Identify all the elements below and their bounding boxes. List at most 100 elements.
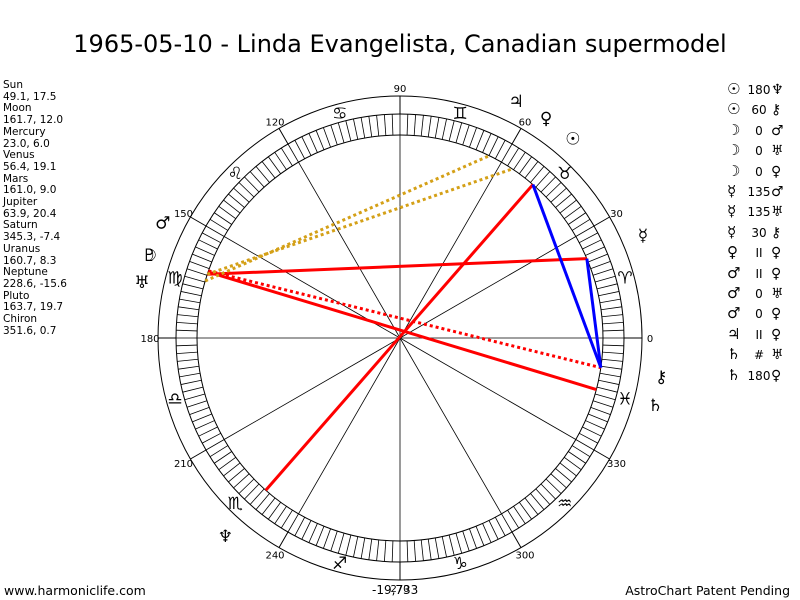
degree-tick <box>602 344 624 347</box>
degree-tick <box>218 456 237 470</box>
degree-tick <box>255 166 270 183</box>
degree-tick <box>545 478 562 494</box>
degree-tick <box>180 379 202 385</box>
planet-coords: 161.0, 9.0 <box>3 184 57 197</box>
degree-tick <box>330 530 338 552</box>
sign-divider <box>278 128 289 145</box>
degree-tick <box>488 520 499 540</box>
planet-coords: 49.1, 17.5 <box>3 90 57 103</box>
degree-tick <box>261 161 276 179</box>
degree-tick <box>595 393 616 401</box>
aspect-type: 0 <box>755 123 763 138</box>
degree-tick <box>233 187 250 203</box>
planet-glyph: ⚷ <box>655 368 667 388</box>
degree-tick <box>176 329 198 332</box>
degree-label: 270 <box>390 584 409 595</box>
degree-tick <box>535 171 551 188</box>
degree-tick <box>189 261 210 269</box>
planet-glyph: ♀ <box>540 109 552 129</box>
degree-tick <box>244 483 260 500</box>
degree-tick <box>598 379 620 385</box>
degree-tick <box>507 147 520 167</box>
degree-tick <box>406 114 409 136</box>
aspect-type: 0 <box>755 307 763 322</box>
degree-tick <box>294 517 306 536</box>
degree-tick <box>434 117 440 139</box>
aspect-planet-1: ☉ <box>727 100 741 119</box>
degree-tick <box>205 225 225 237</box>
degree-tick <box>176 344 198 347</box>
degree-tick <box>323 528 331 549</box>
planet-coords: 228.6, -15.6 <box>3 277 67 290</box>
degree-tick <box>568 212 586 225</box>
planet-name: Mars <box>3 172 29 185</box>
degree-tick <box>475 130 485 150</box>
aspect-planet-1: ☽ <box>727 120 741 139</box>
degree-tick <box>582 426 602 437</box>
degree-tick <box>563 456 582 470</box>
patent-note: AstroChart Patent Pending <box>625 583 790 598</box>
sign-divider <box>593 216 610 227</box>
degree-tick <box>598 291 620 297</box>
spoke-line <box>399 337 577 440</box>
degree-tick <box>209 445 229 458</box>
degree-tick <box>535 488 551 505</box>
degree-tick <box>448 120 455 142</box>
degree-tick <box>280 147 293 167</box>
degree-tick <box>501 513 513 533</box>
degree-tick <box>518 501 532 520</box>
planet-glyph: ♄ <box>648 396 663 416</box>
planet-coords: 63.9, 20.4 <box>3 207 57 220</box>
degree-tick <box>590 261 611 269</box>
degree-tick <box>420 115 424 137</box>
aspect-planet-2: ♂ <box>771 122 784 139</box>
degree-tick <box>513 506 526 524</box>
degree-tick <box>427 116 432 138</box>
aspect-line <box>531 184 603 369</box>
planet-name: Venus <box>3 149 35 162</box>
planet-coords: 163.7, 19.7 <box>3 301 64 314</box>
degree-tick <box>575 225 595 237</box>
degree-tick <box>571 218 591 231</box>
degree-tick <box>268 501 282 520</box>
spoke-line <box>399 236 577 339</box>
degree-tick <box>413 114 417 136</box>
planet-coords: 160.7, 8.3 <box>3 254 57 267</box>
planet-position-list: Sun 49.1, 17.5 Moon 161.7, 12.0 Mercury 23.0,… <box>3 79 67 337</box>
degree-tick <box>540 176 556 193</box>
degree-tick <box>233 473 250 489</box>
degree-tick <box>550 473 567 489</box>
degree-tick <box>198 426 218 437</box>
aspect-type: 60 <box>751 103 767 118</box>
degree-tick <box>455 533 463 554</box>
website-link[interactable]: www.harmoniclife.com <box>4 583 146 598</box>
degree-tick <box>255 493 270 510</box>
degree-label: 150 <box>174 209 193 220</box>
degree-tick <box>420 539 424 561</box>
degree-tick <box>182 386 204 393</box>
degree-tick <box>182 283 204 290</box>
zodiac-sign-glyph: ♎ <box>167 389 182 409</box>
planet-name: Jupiter <box>3 196 38 209</box>
planet-glyph: ♃ <box>509 92 524 112</box>
degree-tick <box>376 115 380 137</box>
degree-tick <box>223 462 241 477</box>
degree-tick <box>475 526 485 546</box>
degree-tick <box>330 124 338 146</box>
degree-tick <box>268 156 282 175</box>
aspect-planet-2: ♀ <box>771 245 782 262</box>
degree-tick <box>448 534 455 556</box>
spoke-line <box>298 337 401 515</box>
degree-tick <box>582 239 602 250</box>
degree-tick <box>209 218 229 231</box>
degree-tick <box>601 358 623 362</box>
zodiac-sign-glyph: ♉ <box>557 164 572 184</box>
aspect-planet-1: ☿ <box>727 182 737 201</box>
degree-tick <box>524 161 539 179</box>
degree-tick <box>559 462 577 477</box>
planet-glyph: ♇ <box>142 246 157 266</box>
aspect-line <box>585 258 603 368</box>
degree-tick <box>337 533 345 554</box>
aspect-planet-2: ♅ <box>771 347 784 364</box>
degree-tick <box>294 140 306 159</box>
